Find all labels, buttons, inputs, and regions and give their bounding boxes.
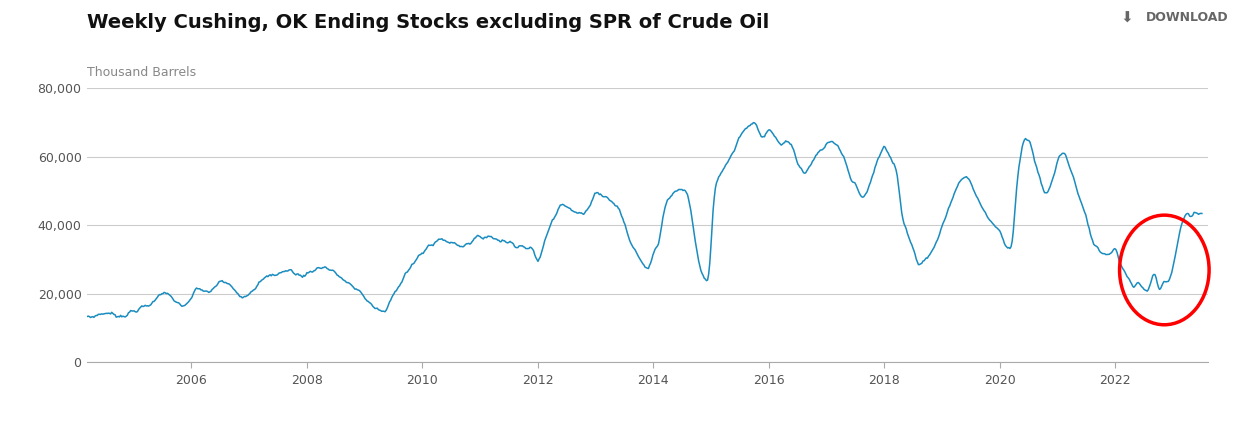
Text: Weekly Cushing, OK Ending Stocks excluding SPR of Crude Oil: Weekly Cushing, OK Ending Stocks excludi… (87, 13, 769, 32)
Text: ⬇: ⬇ (1120, 11, 1133, 26)
Text: DOWNLOAD: DOWNLOAD (1145, 11, 1228, 24)
Text: Thousand Barrels: Thousand Barrels (87, 66, 197, 79)
